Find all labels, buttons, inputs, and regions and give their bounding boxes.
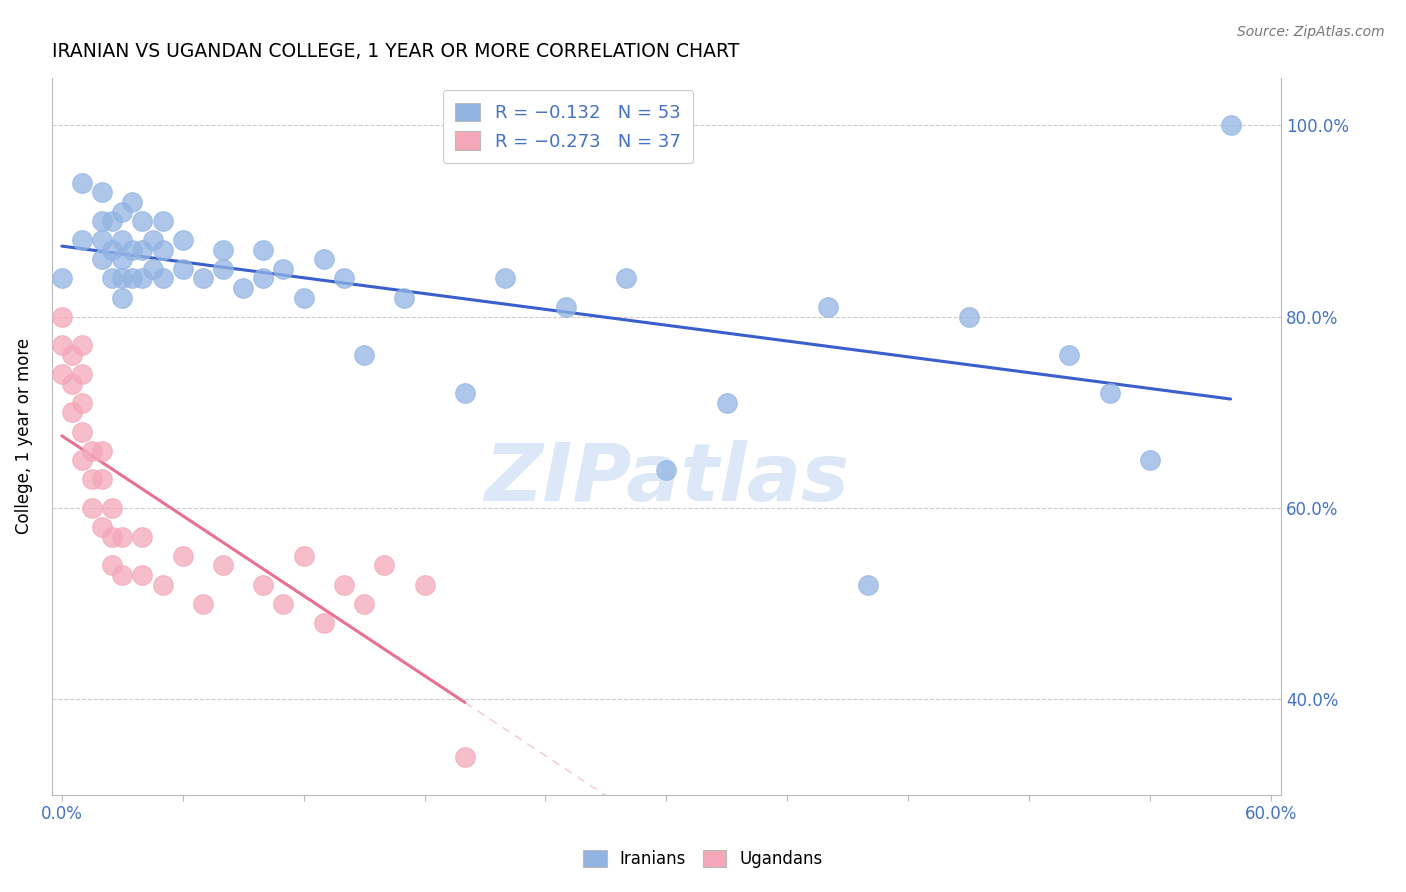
Point (1098, 386, 1121, 401)
Point (252, 577, 274, 591)
Point (111, 530, 134, 544)
Text: ZIPatlas: ZIPatlas (484, 441, 849, 518)
Point (413, 577, 436, 591)
Point (111, 204, 134, 219)
Point (101, 530, 124, 544)
Point (614, 271, 637, 285)
Point (91, 472, 114, 486)
Point (131, 530, 153, 544)
Point (1139, 453, 1161, 467)
Point (111, 271, 134, 285)
Text: IRANIAN VS UGANDAN COLLEGE, 1 YEAR OR MORE CORRELATION CHART: IRANIAN VS UGANDAN COLLEGE, 1 YEAR OR MO… (52, 42, 740, 61)
Point (80, 472, 103, 486)
Point (111, 291, 134, 305)
Point (51, 367, 73, 381)
Point (312, 252, 335, 267)
Point (80, 443, 103, 458)
Point (152, 214, 174, 228)
Point (51, 338, 73, 352)
Point (212, 558, 235, 573)
Point (394, 291, 416, 305)
Point (121, 194, 143, 209)
Point (152, 243, 174, 257)
Point (373, 558, 395, 573)
Point (91, 520, 114, 534)
Point (121, 243, 143, 257)
Point (111, 568, 134, 582)
Point (191, 597, 214, 611)
Point (273, 597, 295, 611)
Point (101, 271, 124, 285)
Point (70, 425, 93, 439)
Point (273, 261, 295, 276)
Point (292, 549, 315, 563)
Point (172, 233, 194, 247)
Point (70, 453, 93, 467)
Point (554, 300, 576, 314)
Legend: R = −0.132   N = 53, R = −0.273   N = 37: R = −0.132 N = 53, R = −0.273 N = 37 (443, 90, 693, 163)
Point (1059, 348, 1081, 362)
Point (353, 348, 375, 362)
Point (131, 214, 153, 228)
Point (91, 252, 114, 267)
Legend: Iranians, Ugandans: Iranians, Ugandans (576, 843, 830, 875)
Point (131, 243, 153, 257)
Point (152, 577, 174, 591)
Point (51, 310, 73, 324)
Point (252, 243, 274, 257)
Point (454, 386, 477, 401)
Point (91, 186, 114, 200)
Point (172, 549, 194, 563)
Point (111, 252, 134, 267)
Point (716, 396, 738, 410)
Point (101, 214, 124, 228)
Point (353, 597, 375, 611)
Point (131, 568, 153, 582)
Point (957, 310, 980, 324)
Point (141, 233, 163, 247)
Point (292, 291, 315, 305)
Point (141, 261, 163, 276)
Point (91, 233, 114, 247)
Point (152, 271, 174, 285)
Point (70, 176, 93, 190)
Point (70, 338, 93, 352)
Point (70, 233, 93, 247)
Point (172, 261, 194, 276)
Point (856, 577, 879, 591)
Point (91, 214, 114, 228)
Y-axis label: College, 1 year or more: College, 1 year or more (15, 338, 32, 534)
Point (111, 233, 134, 247)
Point (60, 348, 83, 362)
Point (101, 558, 124, 573)
Point (101, 243, 124, 257)
Point (70, 396, 93, 410)
Point (51, 271, 73, 285)
Point (454, 749, 477, 764)
Point (191, 271, 214, 285)
Point (60, 405, 83, 419)
Point (312, 615, 335, 630)
Point (70, 367, 93, 381)
Point (333, 577, 356, 591)
Point (494, 271, 516, 285)
Point (333, 271, 356, 285)
Point (1219, 119, 1241, 133)
Point (91, 443, 114, 458)
Point (131, 271, 153, 285)
Point (80, 501, 103, 516)
Point (232, 281, 254, 295)
Point (121, 271, 143, 285)
Point (212, 261, 235, 276)
Point (252, 271, 274, 285)
Point (60, 376, 83, 391)
Point (817, 300, 839, 314)
Point (212, 243, 235, 257)
Text: Source: ZipAtlas.com: Source: ZipAtlas.com (1237, 25, 1385, 39)
Point (101, 501, 124, 516)
Point (655, 463, 678, 477)
